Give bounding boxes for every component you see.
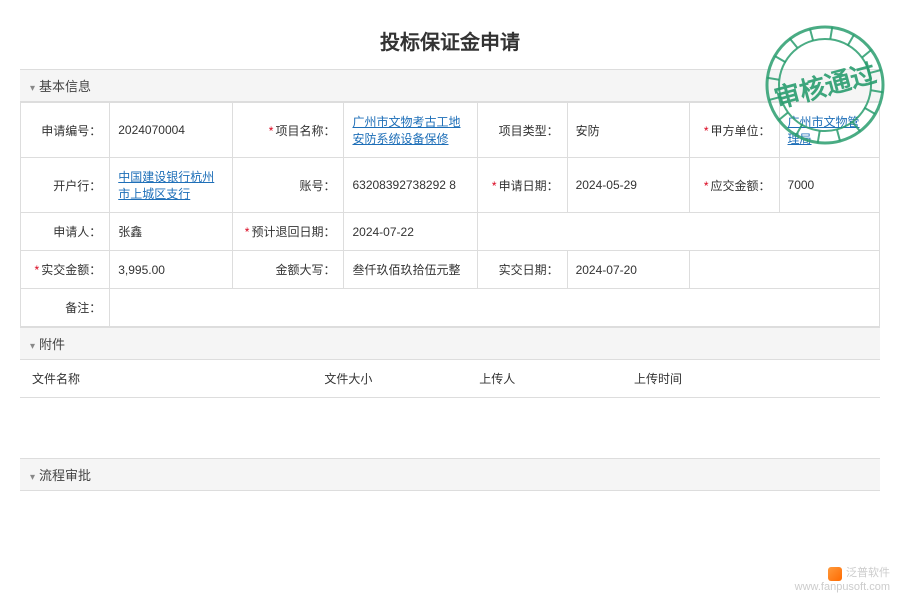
section-approval: ▾ 流程审批 — [20, 458, 880, 491]
value-amount-cn: 叁仟玖佰玖拾伍元整 — [344, 251, 478, 289]
value-return-date: 2024-07-22 — [344, 213, 478, 251]
value-due-amount: 7000 — [779, 158, 879, 213]
value-paid-date: 2024-07-20 — [567, 251, 690, 289]
value-remark — [110, 289, 880, 327]
brand-logo-icon — [828, 567, 842, 581]
value-apply-date: 2024-05-29 — [567, 158, 690, 213]
label-paid-date: 实交日期： — [478, 251, 567, 289]
value-party-a[interactable]: 广州市文物管理局 — [779, 103, 879, 158]
label-apply-no: 申请编号： — [21, 103, 110, 158]
label-paid-amount: *实交金额： — [21, 251, 110, 289]
page-title: 投标保证金申请 — [20, 10, 880, 69]
section-approval-label: 流程审批 — [39, 468, 91, 483]
value-account: 63208392738292 8 — [344, 158, 478, 213]
chevron-down-icon: ▾ — [30, 472, 35, 483]
attach-col-filename: 文件名称 — [20, 360, 312, 398]
label-account: 账号： — [232, 158, 344, 213]
value-paid-amount: 3,995.00 — [110, 251, 233, 289]
value-project-name[interactable]: 广州市文物考古工地安防系统设备保修 — [344, 103, 478, 158]
attach-col-uploader: 上传人 — [467, 360, 622, 398]
label-party-a: *甲方单位： — [690, 103, 779, 158]
label-apply-date: *申请日期： — [478, 158, 567, 213]
label-applicant: 申请人： — [21, 213, 110, 251]
chevron-down-icon: ▾ — [30, 341, 35, 352]
value-bank[interactable]: 中国建设银行杭州市上城区支行 — [110, 158, 233, 213]
attach-col-uploadtime: 上传时间 — [622, 360, 880, 398]
section-attach-label: 附件 — [39, 337, 65, 352]
label-project-name: *项目名称： — [232, 103, 344, 158]
value-applicant: 张鑫 — [110, 213, 233, 251]
attach-col-filesize: 文件大小 — [312, 360, 467, 398]
section-attach: ▾ 附件 — [20, 327, 880, 360]
watermark: 泛普软件 www.fanpusoft.com — [795, 567, 890, 594]
watermark-brand: 泛普软件 — [846, 567, 890, 580]
value-apply-no: 2024070004 — [110, 103, 233, 158]
value-project-type: 安防 — [567, 103, 690, 158]
label-due-amount: *应交金额： — [690, 158, 779, 213]
label-remark: 备注： — [21, 289, 110, 327]
chevron-down-icon: ▾ — [30, 83, 35, 94]
label-amount-cn: 金额大写： — [232, 251, 344, 289]
attach-table: 文件名称 文件大小 上传人 上传时间 — [20, 360, 880, 398]
watermark-url: www.fanpusoft.com — [795, 581, 890, 594]
label-return-date: *预计退回日期： — [232, 213, 344, 251]
label-bank: 开户行： — [21, 158, 110, 213]
basic-info-table: 申请编号： 2024070004 *项目名称： 广州市文物考古工地安防系统设备保… — [20, 102, 880, 327]
section-basic-info: ▾ 基本信息 — [20, 69, 880, 102]
label-project-type: 项目类型： — [478, 103, 567, 158]
section-basic-label: 基本信息 — [39, 79, 91, 94]
